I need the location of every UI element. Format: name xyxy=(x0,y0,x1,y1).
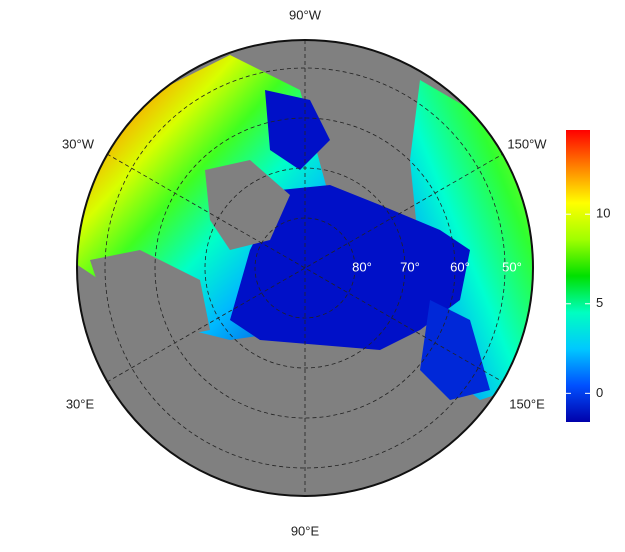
longitude-label: 150°E xyxy=(509,396,545,411)
arctic-ocean xyxy=(230,185,470,350)
scandinavia xyxy=(90,250,210,340)
longitude-label: 90°E xyxy=(291,523,320,538)
colorbar-tick-label: 0 xyxy=(596,385,603,400)
latitude-label: 50° xyxy=(502,259,522,274)
longitude-label: 90°W xyxy=(289,7,322,22)
map-border xyxy=(76,39,534,497)
colorbar-tick-label: 5 xyxy=(596,295,603,310)
longitude-label: 30°W xyxy=(62,136,95,151)
latitude-line xyxy=(254,217,356,319)
meridian xyxy=(106,153,504,383)
longitude-label: 30°E xyxy=(66,396,95,411)
hudson-bay xyxy=(265,90,330,170)
colorbar-tick-label: 10 xyxy=(596,206,610,221)
longitude-label: 150°W xyxy=(507,136,547,151)
latitude-label: 80° xyxy=(352,259,372,274)
map-body xyxy=(77,40,533,496)
latitude-label: 70° xyxy=(400,259,420,274)
colorbar: 0 5 10 xyxy=(566,130,610,422)
greenland xyxy=(205,160,290,250)
okhotsk-sea xyxy=(420,300,490,400)
meridian xyxy=(106,153,504,383)
colorbar-ramp xyxy=(566,130,590,422)
latitude-label: 60° xyxy=(450,259,470,274)
latitude-line xyxy=(154,117,456,419)
latitude-line xyxy=(104,67,506,469)
